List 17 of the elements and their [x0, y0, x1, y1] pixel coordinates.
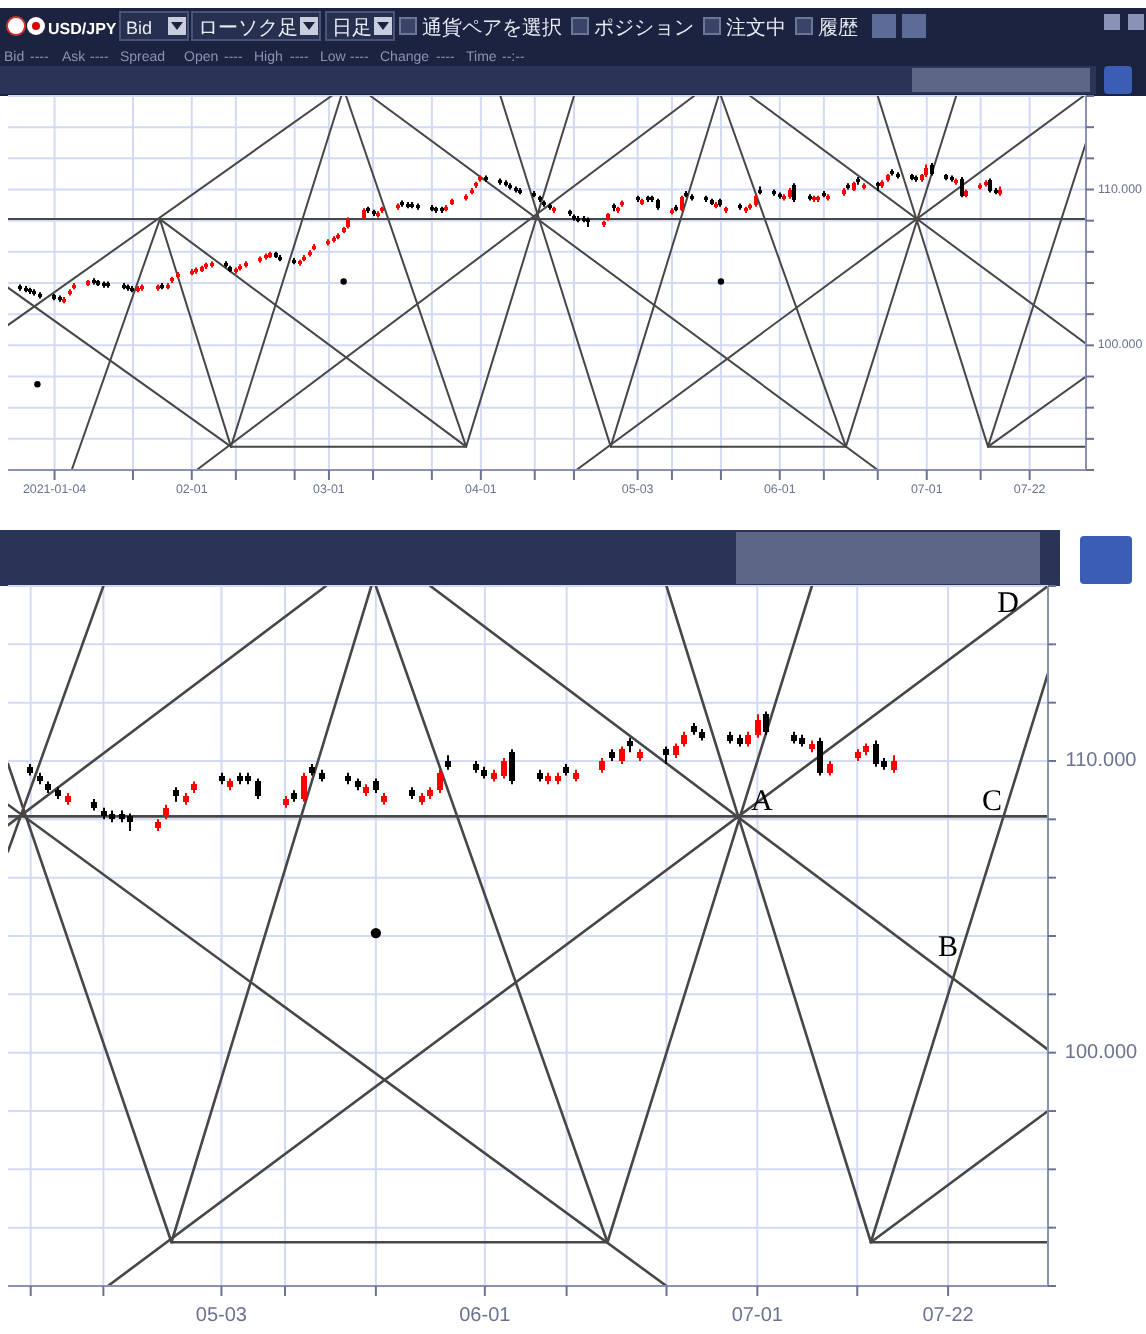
text: 日足: [332, 18, 372, 40]
annotation: B: [937, 932, 959, 964]
x-tick-label: 05-03: [195, 1305, 248, 1327]
text: 履歴: [818, 18, 858, 40]
text: 注文中: [726, 16, 786, 40]
y-tick-label: 110.000: [1065, 750, 1138, 772]
x-tick-label: 07-22: [922, 1305, 975, 1327]
text: ポジション: [594, 18, 694, 40]
x-tick-label: 06-01: [459, 1305, 512, 1327]
annotation: D: [997, 588, 1020, 620]
y-tick-label: 100.000: [1064, 1041, 1139, 1064]
text: 通貨ペアを選択: [422, 16, 562, 40]
text: ローソク足: [198, 18, 298, 40]
annotation: C: [981, 786, 1003, 818]
text: USD/JPY: [48, 20, 118, 38]
text: Bid: [126, 18, 153, 38]
x-tick-label: 07-01: [731, 1305, 784, 1327]
